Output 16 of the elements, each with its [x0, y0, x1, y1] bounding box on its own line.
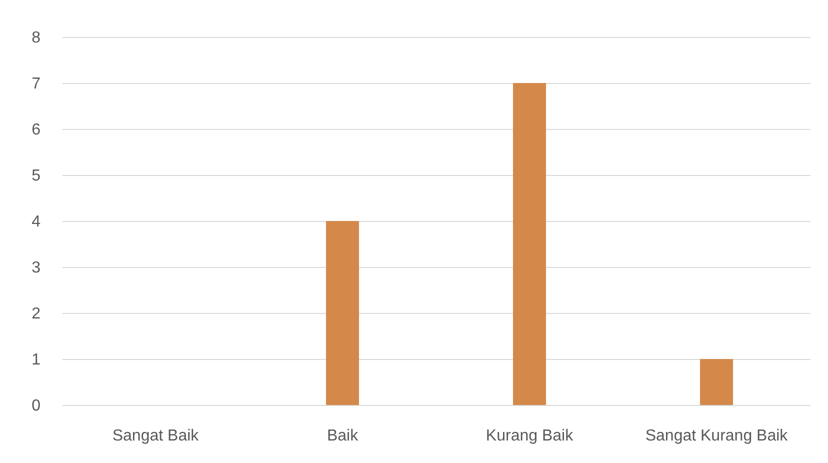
x-tick-label: Kurang Baik: [486, 428, 574, 444]
y-tick-label: 8: [32, 30, 41, 46]
y-tick-label: 0: [32, 398, 41, 414]
x-tick-label: Sangat Kurang Baik: [645, 428, 789, 444]
y-tick-label: 5: [32, 168, 41, 184]
y-tick-label: 7: [32, 76, 41, 92]
y-tick-label: 2: [32, 306, 41, 322]
y-tick-label: 3: [32, 260, 41, 276]
y-tick-label: 1: [32, 352, 41, 368]
bar: [326, 221, 359, 405]
x-tick-label: Sangat Baik: [112, 428, 200, 444]
y-tick-label: 4: [32, 214, 41, 230]
x-tick-label: Baik: [326, 428, 360, 444]
y-tick-label: 6: [32, 122, 41, 138]
bar: [513, 83, 546, 405]
bar: [700, 359, 733, 405]
